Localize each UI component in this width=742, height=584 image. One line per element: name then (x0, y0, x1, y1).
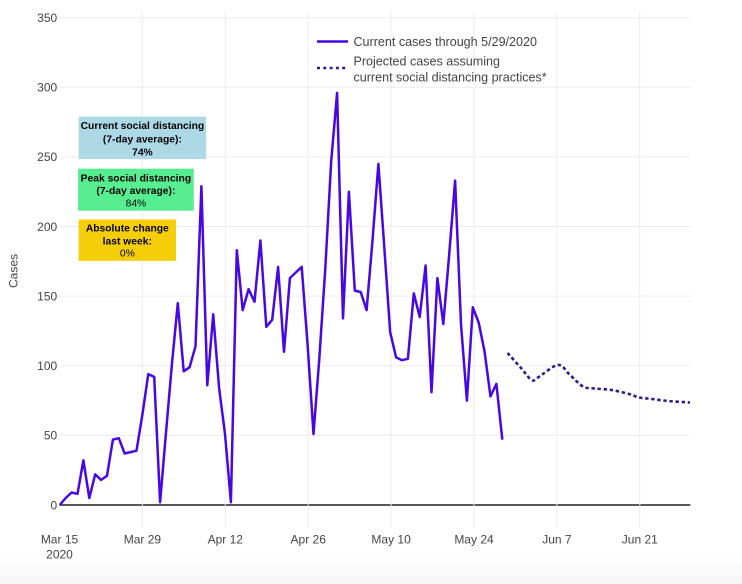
svg-text:Projected cases assuming: Projected cases assuming (354, 55, 500, 69)
svg-text:2020: 2020 (46, 548, 73, 562)
svg-text:Peak social distancing: Peak social distancing (81, 173, 191, 184)
svg-text:Absolute change: Absolute change (86, 224, 169, 235)
svg-text:150: 150 (37, 290, 57, 304)
svg-text:Mar 29: Mar 29 (124, 533, 162, 547)
svg-text:current social distancing prac: current social distancing practices* (354, 71, 547, 85)
svg-text:200: 200 (37, 220, 57, 234)
svg-text:(7-day average):: (7-day average): (96, 186, 175, 197)
svg-text:Apr 12: Apr 12 (208, 533, 244, 547)
svg-text:50: 50 (44, 429, 58, 443)
svg-text:Apr 26: Apr 26 (291, 533, 327, 547)
svg-text:300: 300 (37, 81, 57, 95)
svg-text:Mar 15: Mar 15 (41, 533, 79, 547)
svg-text:0%: 0% (120, 249, 135, 260)
svg-text:Cases: Cases (7, 254, 21, 288)
svg-text:350: 350 (37, 11, 57, 25)
svg-text:May 24: May 24 (454, 533, 494, 547)
svg-text:(7-day average):: (7-day average): (103, 135, 182, 146)
svg-text:100: 100 (37, 359, 57, 373)
svg-text:May 10: May 10 (371, 533, 411, 547)
svg-text:250: 250 (37, 150, 57, 164)
svg-text:last week:: last week: (103, 236, 152, 247)
svg-text:Current social distancing: Current social distancing (81, 121, 205, 132)
svg-text:84%: 84% (126, 199, 147, 210)
svg-text:74%: 74% (132, 147, 153, 158)
svg-text:Jun 21: Jun 21 (622, 533, 658, 547)
svg-text:0: 0 (51, 498, 58, 512)
svg-text:Jun 7: Jun 7 (542, 533, 572, 547)
svg-text:Current cases through 5/29/202: Current cases through 5/29/2020 (354, 35, 537, 49)
